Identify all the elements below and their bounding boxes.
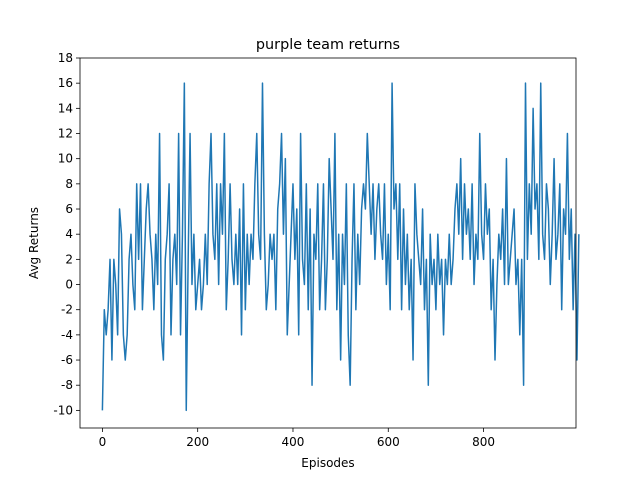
y-tick-label: 16 xyxy=(58,76,73,90)
x-tick-label: 0 xyxy=(99,435,107,449)
x-ticks: 0 200 400 600 800 xyxy=(99,428,495,449)
y-ticks: -10 -8 -6 -4 -2 0 2 4 6 8 10 12 14 16 18 xyxy=(53,51,80,417)
y-tick-label: 4 xyxy=(65,227,73,241)
y-tick-label: -8 xyxy=(61,378,73,392)
y-tick-label: 14 xyxy=(58,101,73,115)
plot-frame xyxy=(79,57,577,429)
y-tick-label: 0 xyxy=(65,278,73,292)
y-tick-label: 12 xyxy=(58,127,73,141)
series-line-0 xyxy=(101,82,580,412)
axes-layer xyxy=(79,57,577,429)
x-tick-label: 800 xyxy=(472,435,495,449)
y-tick-label: 6 xyxy=(65,202,73,216)
y-tick-label: 8 xyxy=(65,177,73,191)
chart-title: purple team returns xyxy=(256,37,400,53)
y-tick-label: 2 xyxy=(65,252,73,266)
x-tick-label: 400 xyxy=(282,435,305,449)
x-tick-label: 600 xyxy=(377,435,400,449)
y-tick-label: -2 xyxy=(61,303,73,317)
y-tick-label: -4 xyxy=(61,328,73,342)
y-tick-label: 10 xyxy=(58,152,73,166)
x-axis-label: Episodes xyxy=(301,456,354,470)
y-tick-label: 18 xyxy=(58,51,73,65)
series-layer xyxy=(101,82,580,412)
y-axis-label: Avg Returns xyxy=(27,207,41,279)
y-tick-label: -10 xyxy=(53,403,73,417)
x-tick-label: 200 xyxy=(186,435,209,449)
y-tick-label: -6 xyxy=(61,353,73,367)
